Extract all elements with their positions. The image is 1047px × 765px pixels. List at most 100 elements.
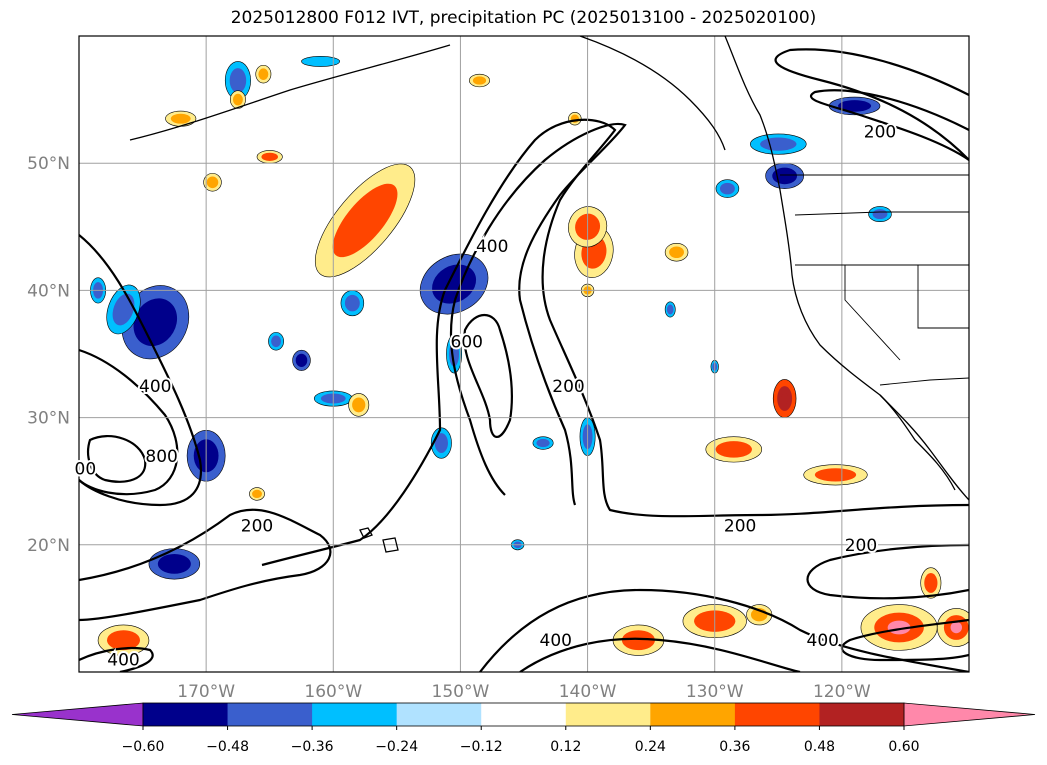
contour-label: 200 [845, 536, 877, 556]
anomaly-core [838, 100, 872, 112]
gulf-alaska-coast [579, 36, 726, 151]
colorbar-under-extension [11, 702, 144, 727]
border-ca-nv [844, 265, 901, 361]
colorbar-frame [142, 702, 905, 727]
colorbar-segment [481, 703, 567, 726]
colorbar-tick-label: 0.48 [804, 739, 835, 755]
lat-tick-label: 20°N [27, 536, 70, 556]
anomaly-core [352, 397, 366, 413]
colorbar-segment [734, 703, 820, 726]
ivt-contour-400-east [841, 618, 969, 662]
hawaii-2 [382, 537, 399, 553]
lon-tick-label: 130°W [686, 682, 744, 702]
colorbar-segment [143, 703, 229, 726]
contour-label: 200 [724, 517, 756, 537]
contour-label: 200 [864, 122, 896, 142]
anomaly-core [621, 630, 655, 651]
colorbar-segment [312, 703, 398, 726]
colorbar: −0.60 −0.48 −0.36 −0.24 −0.12 0.12 0.24 0.36 0.4… [11, 702, 1036, 755]
anomaly-core [472, 76, 487, 85]
anomaly-core [344, 294, 360, 312]
baja-coast [879, 394, 956, 491]
ivt-contour-400-south [519, 637, 801, 672]
colorbar-tick-label: −0.48 [206, 739, 249, 755]
ivt-contours [79, 48, 969, 672]
anomaly-core [715, 441, 752, 458]
colorbar-segment [819, 703, 905, 726]
lon-tick-label: 120°W [813, 682, 871, 702]
anomaly-core [232, 93, 243, 106]
lat-tick-label: 30°N [27, 409, 70, 429]
ivt-contour-200-east [806, 543, 969, 600]
colorbar-tick-label: −0.60 [122, 739, 165, 755]
anomaly-core [536, 438, 550, 448]
contour-label: 200 [552, 377, 584, 397]
contour-label: 400 [476, 237, 508, 257]
anomaly-core [258, 68, 269, 80]
anomaly-peak [950, 621, 963, 634]
precipitation-anomaly-field [90, 56, 969, 656]
colorbar-over-extension [903, 702, 1036, 727]
ivt-contour-400-inner [449, 299, 506, 496]
anomaly-core [434, 433, 448, 453]
anomaly-core [106, 630, 141, 651]
anomaly-core [666, 304, 674, 315]
ivt-contour-600 [463, 313, 514, 438]
ivt-contour-400-sw [79, 646, 154, 672]
contour-label: 800 [145, 447, 177, 467]
colorbar-tick-label: 0.60 [888, 739, 919, 755]
lon-tick-label: 160°W [304, 682, 362, 702]
anomaly-core [295, 353, 308, 367]
ivt-contour-200-south [79, 508, 332, 622]
ivt-contour-200-se [479, 588, 969, 672]
anomaly-core [170, 113, 191, 124]
anomaly-core [719, 182, 735, 195]
anomaly-core [332, 183, 398, 258]
ivt-contour-200-outer [774, 48, 969, 161]
plot-frame [78, 35, 970, 673]
anomaly-core [872, 209, 888, 220]
anomaly-core [924, 573, 938, 593]
contour-label: 200 [241, 517, 273, 537]
lon-tick-label: 150°W [432, 682, 490, 702]
anomaly-core [157, 553, 191, 574]
anomaly-core [760, 137, 797, 151]
lat-tick-label: 50°N [27, 154, 70, 174]
colorbar-segment [565, 703, 651, 726]
anomaly-core [271, 335, 282, 348]
north-america-coast [724, 36, 969, 501]
colorbar-tick-label: 0.36 [719, 739, 750, 755]
anomaly-core [669, 246, 685, 259]
lon-tick-label: 140°W [559, 682, 617, 702]
anomaly-core [308, 58, 333, 65]
contour-label: 400 [540, 631, 572, 651]
axis-labels: 50°N 40°N 30°N 20°N 170°W 160°W 150°W 140°W 130°… [27, 154, 871, 702]
plot-area [79, 36, 969, 672]
anomaly-core [261, 152, 278, 161]
colorbar-segment [396, 703, 482, 726]
border-us-mexico [879, 377, 969, 386]
colorbar-tick-label: 0.12 [550, 739, 581, 755]
map-title: 2025012800 F012 IVT, precipitation PC (2… [230, 8, 817, 28]
coastlines [129, 36, 969, 553]
contour-label: 400 [139, 377, 171, 397]
colorbar-segment [650, 703, 736, 726]
colorbar-tick-label: −0.24 [375, 739, 418, 755]
colorbar-tick-label: 0.24 [635, 739, 666, 755]
anomaly-core [206, 176, 219, 189]
ivt-contour-400-west [79, 348, 179, 496]
colorbar-tick-label: −0.12 [460, 739, 503, 755]
hawaii-1 [359, 527, 373, 539]
anomaly-peak [781, 392, 789, 405]
anomaly-core [814, 468, 857, 482]
ivt-contour-400-river [453, 122, 627, 506]
political-borders [780, 174, 969, 386]
border-nv-az [917, 265, 969, 329]
anomaly-core [229, 68, 247, 93]
contour-label: 600 [451, 332, 483, 352]
ivt-contour-800-west [87, 435, 147, 483]
anomaly-core [133, 298, 178, 347]
contour-label: 00 [75, 459, 97, 479]
colorbar-segment [227, 703, 313, 726]
